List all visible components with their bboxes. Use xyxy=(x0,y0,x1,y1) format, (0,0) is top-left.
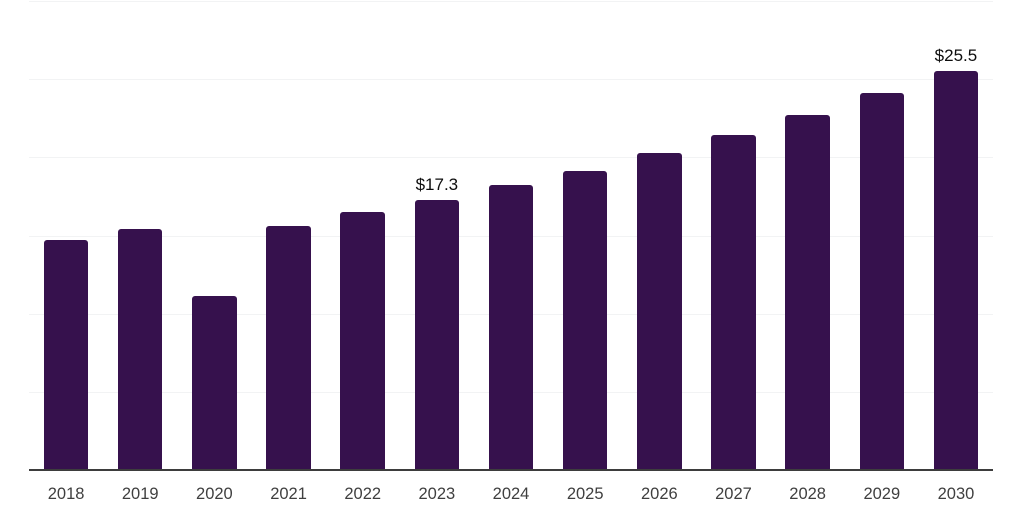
bar-2024[interactable] xyxy=(488,185,534,470)
x-tick-label-2019: 2019 xyxy=(121,485,159,503)
bar-slot-2018 xyxy=(29,1,103,470)
bar-value-label-2023: $17.3 xyxy=(415,174,459,194)
bar-value-label-2030: $25.5 xyxy=(934,46,978,66)
bar-2029[interactable] xyxy=(859,93,905,470)
bar-slot-2019 xyxy=(103,1,177,470)
gridline-20 xyxy=(29,157,993,159)
bars-group: $17.3 $25.5 xyxy=(29,1,993,470)
plot-area: $17.3 $25.5 xyxy=(29,1,993,471)
x-tick-label-2018: 2018 xyxy=(47,485,85,503)
bar-2018[interactable] xyxy=(43,240,89,470)
bar-slot-2026 xyxy=(622,1,696,470)
x-tick-label-2022: 2022 xyxy=(344,485,382,503)
bar-2025[interactable] xyxy=(562,171,608,470)
x-tick-label-2023: 2023 xyxy=(418,485,456,503)
bar-slot-2025 xyxy=(548,1,622,470)
x-tick-label-2025: 2025 xyxy=(566,485,604,503)
x-tick-label-2021: 2021 xyxy=(270,485,307,503)
bar-2023[interactable]: $17.3 xyxy=(414,175,460,470)
x-tick-label-2027: 2027 xyxy=(715,485,752,503)
bar-slot-2027 xyxy=(696,1,770,470)
bar-2028[interactable] xyxy=(785,115,830,470)
x-tick-label-2030: 2030 xyxy=(937,485,975,503)
bar-slot-2023: $17.3 xyxy=(400,1,474,470)
bar-2030[interactable]: $25.5 xyxy=(933,46,979,470)
bar-2027[interactable] xyxy=(711,135,756,470)
gridline-30 xyxy=(29,1,993,2)
bar-2022[interactable] xyxy=(340,212,385,470)
x-axis-line xyxy=(29,469,993,471)
x-tick-label-2026: 2026 xyxy=(640,485,678,503)
x-tick-label-2020: 2020 xyxy=(196,485,233,503)
bar-slot-2022 xyxy=(326,1,400,470)
bar-slot-2024 xyxy=(474,1,548,470)
gridline-25 xyxy=(29,79,993,81)
bar-slot-2021 xyxy=(251,1,325,470)
x-tick-label-2024: 2024 xyxy=(492,485,530,503)
bar-2019[interactable] xyxy=(117,229,163,470)
bar-slot-2028 xyxy=(771,1,845,470)
bar-slot-2020 xyxy=(177,1,251,470)
x-tick-label-2028: 2028 xyxy=(789,485,826,503)
x-tick-label-2029: 2029 xyxy=(863,485,901,503)
bar-slot-2030: $25.5 xyxy=(919,1,993,470)
x-axis-labels: 2018 2019 2020 2021 2022 2023 2024 2025 2026 2027… xyxy=(29,484,993,504)
bar-2026[interactable] xyxy=(637,152,682,470)
bar-2020[interactable] xyxy=(192,296,237,470)
bar-slot-2029 xyxy=(845,1,919,470)
bar-2021[interactable] xyxy=(266,226,311,470)
